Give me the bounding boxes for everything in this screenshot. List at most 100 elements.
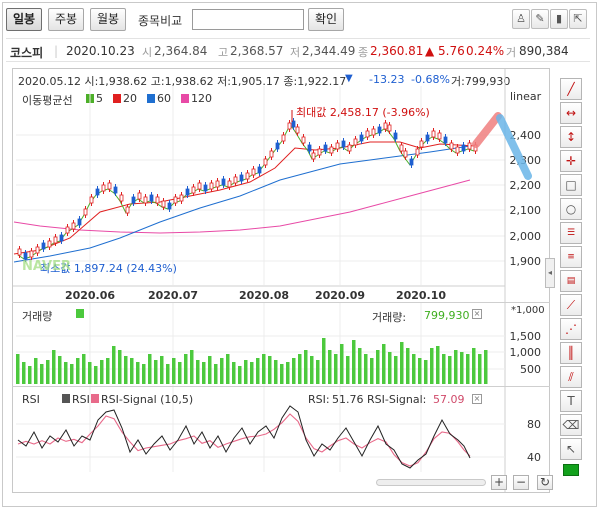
- candle-body: [185, 188, 190, 196]
- text-tool-icon[interactable]: T: [560, 390, 582, 412]
- rsi-line: [17, 405, 471, 469]
- close-volume-icon[interactable]: ×: [472, 309, 482, 319]
- ma20-line: [13, 141, 476, 255]
- compare-label: 종목비교: [138, 14, 183, 28]
- volume-bar: [184, 354, 188, 384]
- grid-line-icon[interactable]: ⫽: [560, 366, 582, 388]
- rectangle-icon[interactable]: □: [560, 174, 582, 196]
- volume-bar: [280, 364, 284, 384]
- refresh-icon[interactable]: ↻: [537, 475, 553, 490]
- x-tick-label: 2020.08: [239, 289, 289, 302]
- volume-bar: [148, 354, 152, 384]
- ma-period-label: 5: [96, 92, 103, 105]
- collapse-toggle[interactable]: ◂: [545, 258, 555, 288]
- trend-channel-icon[interactable]: ▤: [560, 270, 582, 292]
- tab-weekly[interactable]: 주봉: [48, 8, 84, 31]
- line-tool-icon[interactable]: ╱: [560, 78, 582, 100]
- cycle-line-icon[interactable]: ⋰: [560, 318, 582, 340]
- candle-body: [371, 128, 376, 136]
- fibonacci-fan-icon[interactable]: ≡: [560, 246, 582, 268]
- close-rsi-icon[interactable]: ×: [472, 394, 482, 404]
- y-tick-label: 80: [527, 418, 541, 431]
- volume-bar: [46, 360, 50, 384]
- eraser-icon[interactable]: ⌫: [560, 414, 582, 436]
- volume-bar: [166, 364, 170, 384]
- volume-bar: [250, 362, 254, 384]
- candle-body: [155, 196, 160, 204]
- y-tick-label: 2,400: [510, 129, 542, 142]
- volume-bar: [190, 350, 194, 384]
- volume-bar: [202, 362, 206, 384]
- y-tick-label: 1,500: [510, 330, 542, 343]
- volume-bar: [106, 358, 110, 384]
- candle-body: [29, 250, 34, 258]
- bar-volume: 거:799,930: [451, 75, 511, 88]
- confirm-button[interactable]: 확인: [308, 8, 344, 31]
- volume-bar: [292, 358, 296, 384]
- candle-body: [437, 132, 442, 140]
- candle-body: [281, 134, 286, 142]
- signal-value: 57.09: [433, 393, 465, 406]
- volume-bar: [58, 356, 62, 384]
- candle-body: [287, 122, 292, 130]
- color-picker[interactable]: [563, 464, 579, 476]
- high-value: 2,368.57: [230, 44, 284, 58]
- settings-icon[interactable]: ♙: [512, 9, 530, 29]
- volume-bar: [100, 360, 104, 384]
- toolbar: 일봉 주봉 월봉 종목비교 확인 ♙ ✎ ▮ ⇱: [6, 8, 587, 32]
- candle-body: [125, 206, 130, 214]
- volume-bar: [424, 360, 428, 384]
- scale-label[interactable]: linear: [510, 90, 542, 103]
- volume-bar: [268, 356, 272, 384]
- cursor-icon[interactable]: ↖: [560, 438, 582, 460]
- close-value: 2,360.81: [370, 44, 424, 58]
- candle-body: [461, 144, 466, 152]
- horizontal-scrollbar[interactable]: [376, 479, 486, 486]
- tab-daily[interactable]: 일봉: [6, 8, 42, 31]
- ma60-line: [13, 145, 471, 263]
- x-tick-label: 2020.07: [148, 289, 198, 302]
- volume-bar: [466, 354, 470, 384]
- volume-bar: [430, 348, 434, 384]
- candle-body: [77, 218, 82, 226]
- horizontal-line-icon[interactable]: ↔: [560, 102, 582, 124]
- pen-icon[interactable]: ✎: [531, 9, 549, 29]
- volume-bar: [124, 356, 128, 384]
- vertical-line-icon[interactable]: ↕: [560, 126, 582, 148]
- volume-bar: [388, 352, 392, 384]
- fibonacci-icon[interactable]: ☰: [560, 222, 582, 244]
- change-value: ▲ 5.76: [425, 44, 465, 58]
- candle-body: [197, 182, 202, 190]
- candle-body: [399, 144, 404, 152]
- rsi-legend: RSI: [72, 393, 90, 406]
- bar-info: 2020.05.12 시:1,938.62 고:1,938.62 저:1,905…: [18, 75, 347, 88]
- ellipse-icon[interactable]: ○: [560, 198, 582, 220]
- max-value-label: 최대값 2,458.17 (-3.96%): [296, 106, 430, 119]
- compare-input[interactable]: [192, 9, 304, 30]
- zoom-out-icon[interactable]: −: [513, 475, 529, 490]
- volume-bar: [244, 360, 248, 384]
- candle-body: [119, 194, 124, 202]
- volume-bar: [394, 356, 398, 384]
- ma-swatch: [147, 94, 155, 103]
- candle-body: [209, 182, 214, 190]
- candle-body: [215, 180, 220, 188]
- candle-body: [359, 134, 364, 142]
- volume-bar: [238, 366, 242, 384]
- zoom-in-icon[interactable]: +: [491, 475, 507, 490]
- panel-divider: [12, 386, 550, 387]
- speed-line-icon[interactable]: ⟋: [560, 294, 582, 316]
- tab-monthly[interactable]: 월봉: [90, 8, 126, 31]
- y-tick-label: 1,000: [510, 346, 542, 359]
- chart-type-icon[interactable]: ▮: [550, 9, 568, 29]
- volume-bar: [136, 362, 140, 384]
- panel-divider: [12, 302, 550, 303]
- export-icon[interactable]: ⇱: [569, 9, 587, 29]
- parallel-line-icon[interactable]: ║: [560, 342, 582, 364]
- low-label: 저: [290, 46, 301, 59]
- volume-bar: [76, 358, 80, 384]
- crosshair-icon[interactable]: ✛: [560, 150, 582, 172]
- ma5-line: [17, 126, 475, 260]
- rsi-value: 51.76: [332, 393, 364, 406]
- volume-label: 거: [506, 46, 517, 59]
